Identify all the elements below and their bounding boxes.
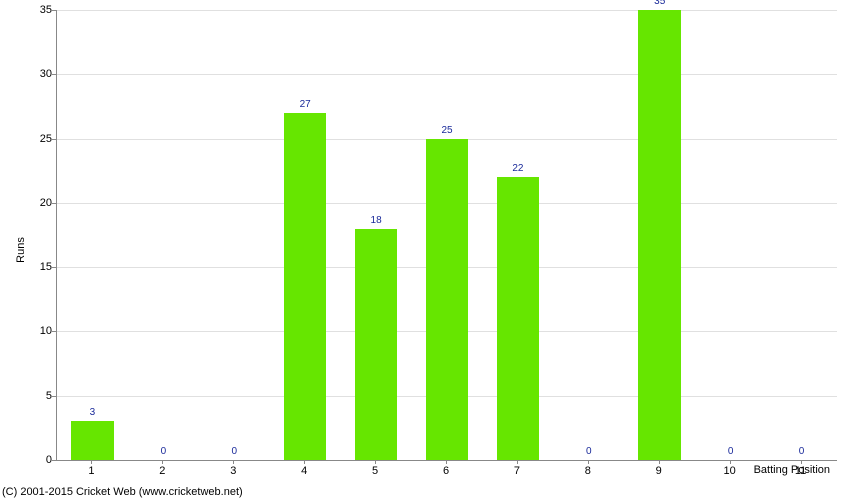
bar-value-label: 35 xyxy=(654,0,665,7)
ytick-mark xyxy=(52,139,56,140)
bar-value-label: 22 xyxy=(512,163,523,174)
xtick-label: 4 xyxy=(301,465,307,477)
bar-value-label: 0 xyxy=(161,446,167,457)
bar xyxy=(426,139,469,460)
ytick-mark xyxy=(52,267,56,268)
xtick-label: 5 xyxy=(372,465,378,477)
ytick-mark xyxy=(52,396,56,397)
xtick-mark xyxy=(517,460,518,464)
xtick-label: 9 xyxy=(656,465,662,477)
xtick-mark xyxy=(162,460,163,464)
ytick-label: 20 xyxy=(40,197,52,209)
ytick-label: 10 xyxy=(40,325,52,337)
xtick-mark xyxy=(91,460,92,464)
ytick-mark xyxy=(52,203,56,204)
gridline xyxy=(57,10,837,11)
plot-area: 3002718252203500 xyxy=(56,10,837,461)
xtick-mark xyxy=(446,460,447,464)
bar-value-label: 0 xyxy=(586,446,592,457)
ytick-label: 25 xyxy=(40,133,52,145)
bar-value-label: 18 xyxy=(371,215,382,226)
xtick-label: 10 xyxy=(724,465,736,477)
bar-value-label: 0 xyxy=(231,446,237,457)
ytick-mark xyxy=(52,74,56,75)
bar-value-label: 0 xyxy=(799,446,805,457)
bar xyxy=(497,177,540,460)
ytick-label: 30 xyxy=(40,68,52,80)
ytick-mark xyxy=(52,10,56,11)
bar-value-label: 25 xyxy=(441,125,452,136)
xtick-label: 1 xyxy=(88,465,94,477)
bar xyxy=(355,229,398,460)
y-axis-label: Runs xyxy=(15,237,27,263)
xtick-mark xyxy=(588,460,589,464)
xtick-label: 6 xyxy=(443,465,449,477)
ytick-mark xyxy=(52,460,56,461)
bar xyxy=(284,113,327,460)
ytick-label: 15 xyxy=(40,261,52,273)
copyright-text: (C) 2001-2015 Cricket Web (www.cricketwe… xyxy=(2,486,243,498)
xtick-label: 7 xyxy=(514,465,520,477)
xtick-mark xyxy=(730,460,731,464)
xtick-mark xyxy=(375,460,376,464)
bar-value-label: 3 xyxy=(90,407,96,418)
bar-value-label: 27 xyxy=(300,99,311,110)
x-axis-label: Batting Position xyxy=(754,464,830,476)
xtick-label: 2 xyxy=(159,465,165,477)
xtick-label: 3 xyxy=(230,465,236,477)
ytick-mark xyxy=(52,331,56,332)
gridline xyxy=(57,74,837,75)
xtick-mark xyxy=(233,460,234,464)
xtick-label: 8 xyxy=(585,465,591,477)
xtick-mark xyxy=(304,460,305,464)
ytick-label: 35 xyxy=(40,4,52,16)
bar xyxy=(638,10,681,460)
bar xyxy=(71,421,114,460)
bar-value-label: 0 xyxy=(728,446,734,457)
xtick-mark xyxy=(659,460,660,464)
chart-container: 3002718252203500 05101520253035123456789… xyxy=(0,0,850,500)
